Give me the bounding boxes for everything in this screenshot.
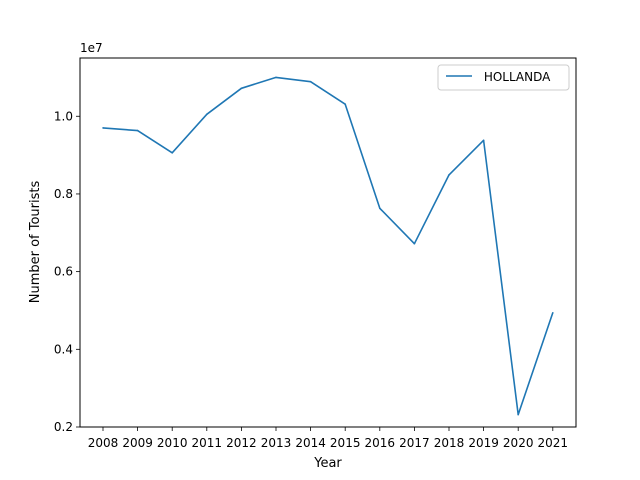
y-tick-label: 0.8 (54, 187, 73, 201)
series-line-0 (102, 76, 554, 416)
x-tick-label: 2017 (399, 436, 430, 450)
legend-box (437, 64, 570, 91)
data-point (482, 139, 485, 142)
y-tick-label: 1.0 (54, 109, 73, 123)
legend-label: HOLLANDA (480, 70, 551, 84)
x-tick-label: 2014 (295, 436, 326, 450)
data-point (552, 312, 554, 314)
y-offset-label: 1e7 (80, 41, 103, 55)
plot-frame (79, 57, 577, 428)
x-tick-label: 2010 (157, 436, 188, 450)
x-tick-label: 2018 (434, 436, 465, 450)
x-axis-label: Year (313, 456, 342, 471)
data-point (517, 413, 519, 416)
x-tick-label: 2013 (261, 436, 292, 450)
y-axis-label: Number of Tourists (28, 181, 43, 304)
data-point (102, 127, 104, 129)
data-point (448, 174, 450, 176)
x-tick-label: 2016 (365, 436, 396, 450)
x-tick-label: 2019 (468, 436, 499, 450)
data-point (413, 242, 416, 245)
data-point (344, 103, 347, 105)
data-point (136, 129, 139, 132)
y-tick-label: 0.2 (54, 420, 73, 434)
x-tick-label: 2015 (330, 436, 361, 450)
x-tick-label: 2009 (122, 436, 153, 450)
data-point (379, 207, 381, 210)
data-point (309, 80, 312, 83)
x-tick-label: 2008 (88, 436, 119, 450)
data-point (275, 76, 277, 79)
x-tick-label: 2020 (503, 436, 534, 450)
legend: HOLLANDA (437, 64, 570, 91)
data-point (206, 113, 208, 116)
x-tick-label: 2011 (192, 436, 223, 450)
x-tick-label: 2021 (538, 436, 569, 450)
y-tick-label: 0.6 (54, 265, 73, 279)
data-point (240, 87, 243, 90)
x-tick-label: 2012 (226, 436, 257, 450)
data-point (171, 152, 173, 154)
y-tick-label: 0.4 (54, 342, 73, 356)
plot-area (80, 58, 576, 427)
